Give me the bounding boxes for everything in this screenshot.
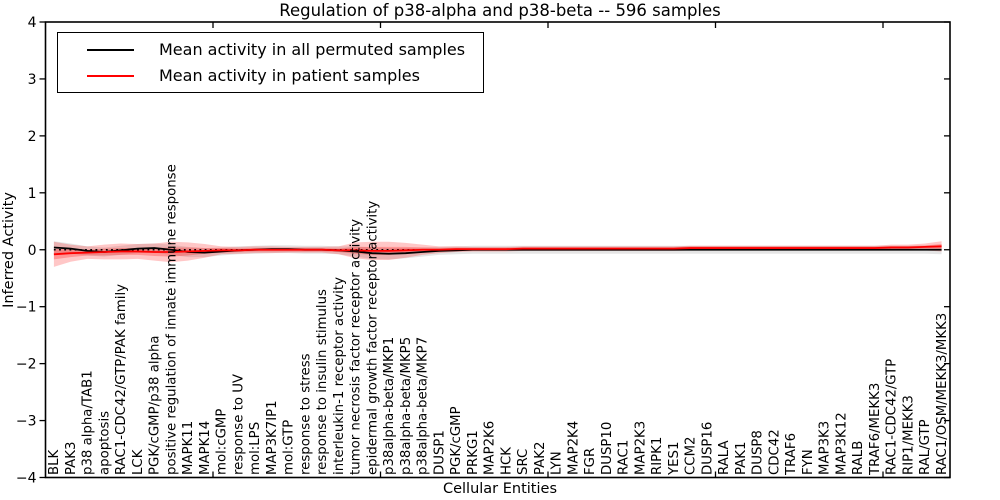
x-category-label: response to stress — [298, 353, 313, 475]
x-category-label: response to UV — [231, 374, 246, 475]
x-axis-label: Cellular Entities — [442, 481, 558, 497]
x-category-label: MAPK11 — [181, 421, 196, 475]
y-tick-label: −3 — [16, 414, 37, 430]
y-tick-label: −2 — [16, 357, 37, 373]
x-category-label: tumor necrosis factor receptor activity — [349, 219, 364, 475]
legend-line-patient-samples-icon — [87, 74, 134, 77]
legend-label-permuted: Mean activity in all permuted samples — [159, 40, 466, 59]
x-category-label: mol:LPS — [248, 422, 263, 475]
x-category-label: DUSP8 — [751, 430, 766, 475]
x-category-label: positive regulation of innate immune res… — [164, 164, 179, 475]
y-tick-label: −1 — [16, 300, 37, 316]
x-category-label: p38 alpha/TAB1 — [81, 370, 96, 475]
x-category-label: RAC1/OSM/MEKK3/MKK3 — [935, 313, 950, 475]
x-category-label: response to insulin stimulus — [315, 289, 330, 475]
x-category-label: PAK2 — [533, 442, 548, 475]
x-category-label: YES1 — [667, 442, 682, 476]
x-category-label: p38alpha-beta/MKP5 — [399, 337, 414, 475]
x-category-label: mol:cGMP — [215, 409, 230, 475]
x-category-label: MAP3K7IP1 — [265, 400, 280, 475]
x-category-label: DUSP1 — [432, 430, 447, 475]
y-tick-label: 2 — [28, 129, 37, 145]
x-category-label: BLK — [47, 449, 62, 475]
y-axis-label: Inferred Activity — [1, 192, 17, 308]
x-category-label: CCM2 — [684, 436, 699, 475]
x-category-label: RAC1 — [617, 440, 632, 475]
patient-mean-line — [53, 245, 942, 256]
x-category-label: p38alpha-beta/MKP1 — [382, 337, 397, 475]
x-category-label: HCK — [499, 447, 514, 475]
x-category-label: SRC — [516, 449, 531, 475]
x-category-label: RAL/GTP — [918, 419, 933, 475]
legend: Mean activity in all permuted samples Me… — [57, 32, 485, 93]
x-category-label: mol:GTP — [282, 420, 297, 475]
x-category-label: DUSP16 — [700, 422, 715, 475]
x-category-label: FGR — [583, 448, 598, 475]
x-category-label: RALA — [717, 440, 732, 475]
x-category-label: RAC1-CDC42/GTP/PAK family — [114, 284, 129, 475]
y-tick-label: 3 — [28, 72, 37, 88]
x-category-label: LCK — [131, 449, 146, 475]
x-category-label: PRKG1 — [466, 430, 481, 475]
x-category-label: CDC42 — [767, 429, 782, 475]
x-category-label: RALB — [851, 441, 866, 475]
y-tick-label: 4 — [28, 15, 37, 31]
x-category-label: MAP3K12 — [834, 412, 849, 475]
x-category-label: p38alpha-beta/MKP7 — [416, 337, 431, 475]
x-category-label: MAP2K3 — [633, 421, 648, 475]
x-category-label: MAP3K3 — [818, 421, 833, 475]
x-category-label: RIPK1 — [650, 437, 665, 475]
x-category-label: FYN — [801, 449, 816, 475]
x-category-label: MAP2K4 — [566, 421, 581, 475]
x-category-label: apoptosis — [97, 411, 112, 475]
x-category-label: PAK3 — [64, 442, 79, 475]
y-tick-label: −4 — [16, 471, 37, 487]
y-tick-label: 1 — [28, 186, 37, 202]
x-category-label: DUSP10 — [600, 422, 615, 475]
y-tick-label: 0 — [28, 243, 37, 259]
legend-line-permuted-samples-icon — [87, 48, 134, 51]
x-category-label: RAC1-CDC42/GTP — [885, 359, 900, 475]
x-category-label: PGK/cGMP/p38 alpha — [148, 335, 163, 475]
legend-label-patient: Mean activity in patient samples — [159, 66, 420, 85]
legend-item-patient: Mean activity in patient samples — [87, 64, 465, 87]
x-category-label: MAP2K6 — [483, 421, 498, 475]
x-category-label: MAPK14 — [198, 421, 213, 475]
x-category-label: interleukin-1 receptor activity — [332, 277, 347, 475]
x-category-label: PGK/cGMP — [449, 406, 464, 475]
x-category-label: TRAF6/MEKK3 — [868, 383, 883, 476]
x-category-label: LYN — [550, 451, 565, 475]
x-category-label: TRAF6 — [784, 433, 799, 476]
legend-item-permuted: Mean activity in all permuted samples — [87, 38, 465, 61]
x-category-label: PAK1 — [734, 442, 749, 475]
x-category-label: epidermal growth factor receptor activit… — [365, 201, 380, 475]
chart-title: Regulation of p38-alpha and p38-beta -- … — [279, 1, 721, 20]
x-category-label: RIP1/MEKK3 — [901, 395, 916, 475]
